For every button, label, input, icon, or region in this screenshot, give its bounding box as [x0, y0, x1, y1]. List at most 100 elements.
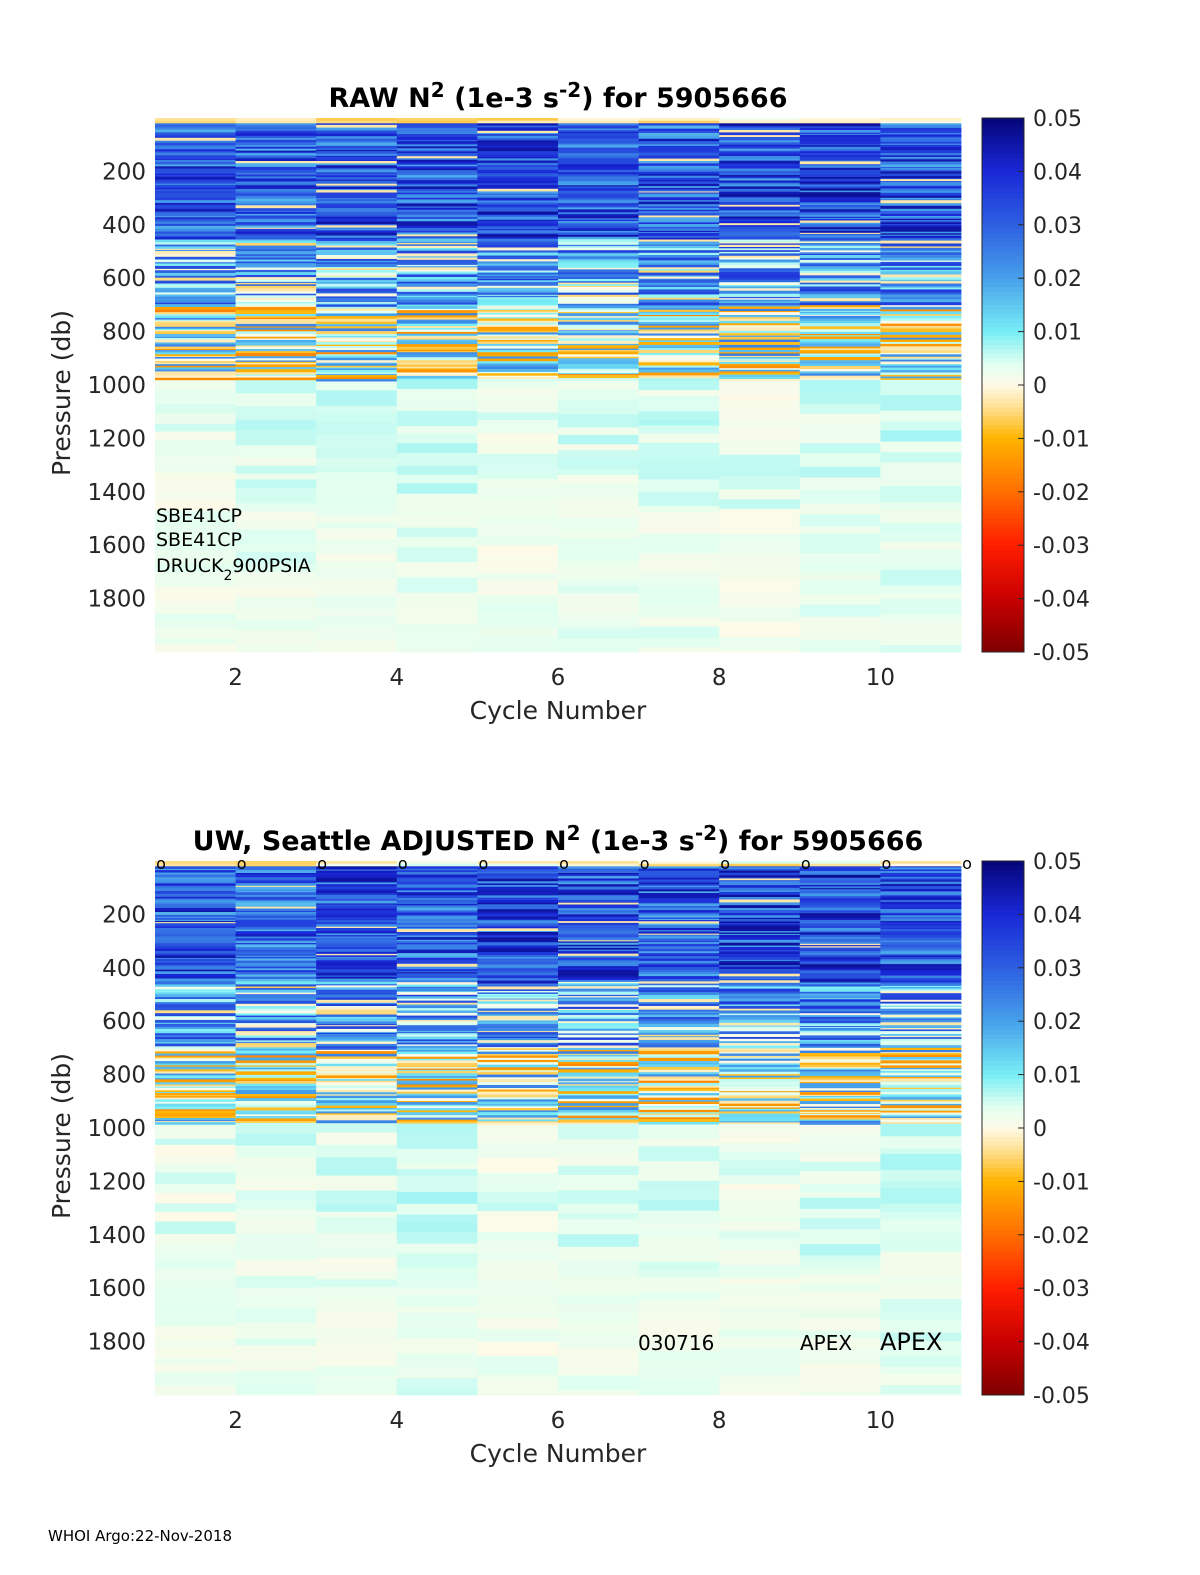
- heatmap-cell: [558, 917, 639, 920]
- colorbar-segment: [982, 500, 1024, 506]
- heatmap-cell: [880, 1038, 962, 1042]
- heatmap-cell: [880, 142, 962, 144]
- heatmap-cell: [155, 1007, 236, 1011]
- heatmap-cell: [396, 922, 478, 926]
- heatmap-cell: [477, 311, 559, 314]
- heatmap-cell: [316, 1327, 398, 1343]
- heatmap-cell: [558, 1072, 639, 1076]
- heatmap-cell: [316, 211, 398, 214]
- heatmap-cell: [558, 1010, 639, 1014]
- heatmap-cell: [235, 269, 317, 273]
- heatmap-cell: [155, 1103, 236, 1107]
- colorbar-segment: [982, 451, 1024, 457]
- heatmap-cell: [235, 1065, 317, 1067]
- heatmap-cell: [558, 1097, 639, 1100]
- heatmap-cell: [880, 913, 962, 916]
- heatmap-cell: [155, 358, 236, 362]
- heatmap-cell: [880, 904, 962, 908]
- colorbar-segment: [982, 571, 1024, 577]
- heatmap-cell: [477, 377, 559, 380]
- heatmap-cell: [316, 189, 398, 191]
- heatmap-cell: [477, 1014, 559, 1017]
- heatmap-cell: [799, 1013, 881, 1016]
- heatmap-cell: [396, 991, 478, 993]
- heatmap-cell: [799, 262, 881, 265]
- heatmap-cell: [235, 374, 317, 377]
- heatmap-cell: [235, 353, 317, 355]
- heatmap-cell: [558, 246, 639, 249]
- heatmap-cell: [558, 1000, 639, 1004]
- heatmap-cell: [155, 1069, 236, 1072]
- heatmap-cell: [155, 413, 236, 425]
- heatmap-cell: [880, 323, 962, 327]
- heatmap-cell: [235, 235, 317, 238]
- heatmap-cell: [155, 1090, 236, 1093]
- heatmap-cell: [396, 982, 478, 985]
- heatmap-cell: [799, 1015, 881, 1018]
- heatmap-cell: [477, 1125, 559, 1131]
- heatmap-cells: [155, 118, 962, 653]
- heatmap-cell: [719, 1031, 801, 1035]
- heatmap-cell: [638, 931, 720, 935]
- heatmap-cell: [799, 943, 881, 946]
- colorbar-tick-label: 0.04: [1033, 160, 1082, 185]
- colorbar-segment: [982, 865, 1024, 871]
- heatmap-cell: [235, 317, 317, 320]
- heatmap-cell: [396, 166, 478, 169]
- heatmap-cell: [638, 1106, 720, 1108]
- heatmap-cell: [155, 120, 236, 124]
- heatmap-cell: [477, 140, 559, 144]
- heatmap-cell: [477, 373, 559, 377]
- heatmap-cell: [799, 645, 881, 653]
- heatmap-cell: [155, 902, 236, 905]
- heatmap-cell: [235, 210, 317, 213]
- heatmap-cell: [638, 934, 720, 937]
- heatmap-cell: [799, 1302, 881, 1310]
- heatmap-cell: [558, 530, 639, 539]
- heatmap-cell: [638, 278, 720, 281]
- heatmap-cell: [799, 1010, 881, 1012]
- heatmap-cell: [235, 146, 317, 150]
- heatmap-cell: [477, 358, 559, 362]
- heatmap-cell: [799, 1020, 881, 1024]
- heatmap-cell: [396, 934, 478, 936]
- heatmap-cell: [477, 1079, 559, 1083]
- heatmap-cell: [799, 165, 881, 167]
- heatmap-cell: [316, 1016, 398, 1019]
- heatmap-cell: [155, 315, 236, 319]
- heatmap-cell: [880, 1219, 962, 1234]
- heatmap-cell: [799, 1069, 881, 1072]
- colorbar-segment: [982, 887, 1024, 893]
- heatmap-cell: [396, 366, 478, 369]
- heatmap-cell: [558, 250, 639, 253]
- heatmap-cell: [396, 957, 478, 961]
- heatmap-cell: [880, 410, 962, 422]
- colorbar-segment: [982, 554, 1024, 560]
- heatmap-cell: [396, 207, 478, 211]
- heatmap-cell: [719, 908, 801, 911]
- heatmap-cell: [638, 983, 720, 986]
- heatmap-cell: [558, 1085, 639, 1089]
- heatmap-cell: [719, 1084, 801, 1087]
- heatmap-cell: [799, 1244, 881, 1256]
- heatmap-cell: [880, 296, 962, 300]
- colorbar-segment: [982, 291, 1024, 297]
- heatmap-cell: [558, 918, 639, 922]
- heatmap-cell: [155, 463, 236, 474]
- heatmap-cell: [558, 993, 639, 996]
- heatmap-cell: [799, 904, 881, 907]
- heatmap-cell: [235, 155, 317, 158]
- heatmap-cell: [477, 1057, 559, 1061]
- heatmap-cell: [477, 387, 559, 398]
- heatmap-cell: [396, 1214, 478, 1223]
- heatmap-cell: [396, 969, 478, 972]
- heatmap-cell: [477, 202, 559, 204]
- heatmap-cell: [316, 1098, 398, 1101]
- heatmap-cell: [638, 243, 720, 245]
- heatmap-cell: [558, 345, 639, 348]
- heatmap-cell: [477, 535, 559, 546]
- heatmap-cell: [880, 1299, 962, 1314]
- heatmap-cell: [880, 893, 962, 896]
- heatmap-cell: [316, 291, 398, 294]
- heatmap-cell: [235, 457, 317, 467]
